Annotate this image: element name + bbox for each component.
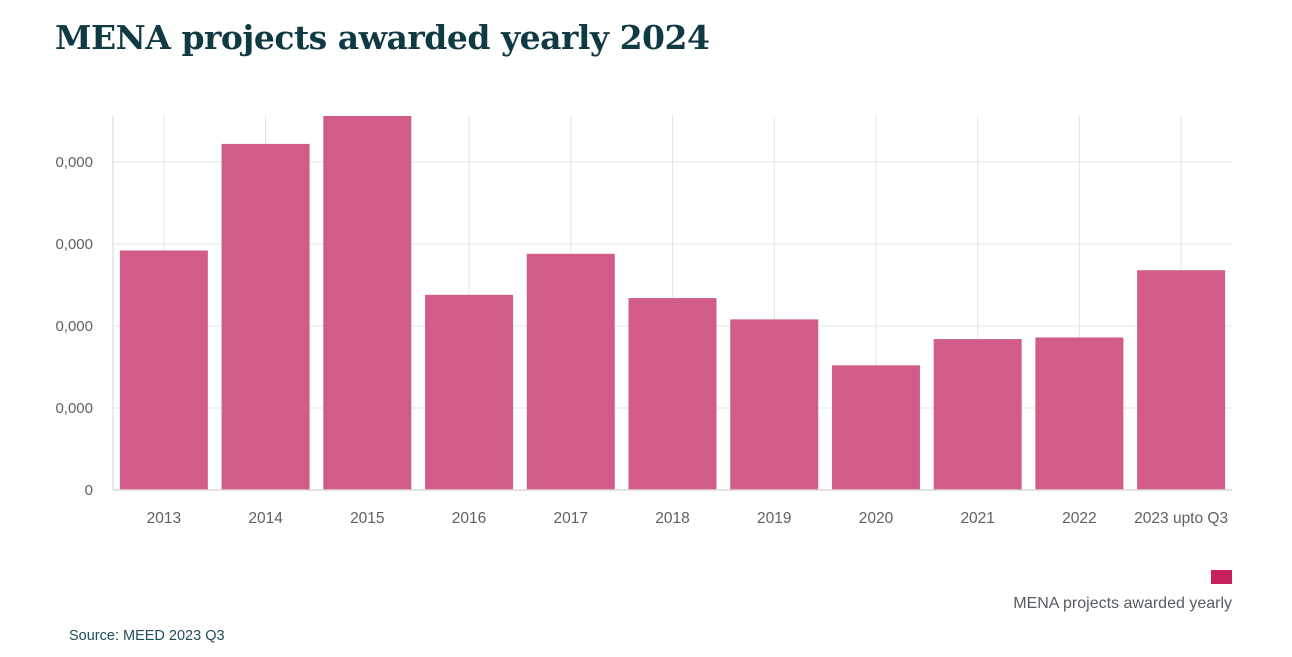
y-tick-label: 0,000 <box>55 400 93 417</box>
source-note: Source: MEED 2023 Q3 <box>69 628 225 644</box>
bar[interactable] <box>323 116 412 490</box>
bar[interactable] <box>933 339 1022 490</box>
bar[interactable] <box>425 294 514 490</box>
x-tick-label: 2018 <box>655 510 689 527</box>
x-tick-label: 2021 <box>960 510 994 527</box>
y-tick-label: 0,000 <box>55 318 93 335</box>
axis-layer: 0 0,000 0,000 0,000 0,000 2013 2014 2015 2016 201… <box>55 154 1232 527</box>
bar[interactable] <box>1137 270 1226 490</box>
bar[interactable] <box>119 250 208 490</box>
legend-swatch <box>1211 570 1232 584</box>
bar-chart: 0 0,000 0,000 0,000 0,000 2013 2014 2015 2016 201… <box>55 116 1232 527</box>
bar[interactable] <box>831 365 920 490</box>
legend: MENA projects awarded yearly <box>1013 570 1232 613</box>
x-tick-label: 2016 <box>452 510 486 527</box>
x-tick-label: 2014 <box>248 510 283 527</box>
bar[interactable] <box>730 319 819 490</box>
bar[interactable] <box>1035 337 1124 490</box>
bars-layer <box>119 116 1226 490</box>
x-tick-label: 2013 <box>147 510 181 527</box>
y-tick-label: 0,000 <box>55 154 93 171</box>
bar[interactable] <box>526 253 615 490</box>
bar[interactable] <box>628 298 717 490</box>
x-tick-label: 2015 <box>350 510 384 527</box>
x-tick-label: 2017 <box>554 510 588 527</box>
bar[interactable] <box>221 143 310 490</box>
x-tick-label: 2022 <box>1062 510 1096 527</box>
legend-label: MENA projects awarded yearly <box>1013 595 1232 612</box>
x-tick-label: 2019 <box>757 510 791 527</box>
x-tick-label: 2020 <box>859 510 894 527</box>
chart-title: MENA projects awarded yearly 2024 <box>55 18 710 57</box>
x-tick-label: 2023 upto Q3 <box>1134 510 1228 527</box>
y-tick-label: 0 <box>85 482 93 499</box>
y-tick-label: 0,000 <box>55 236 93 253</box>
